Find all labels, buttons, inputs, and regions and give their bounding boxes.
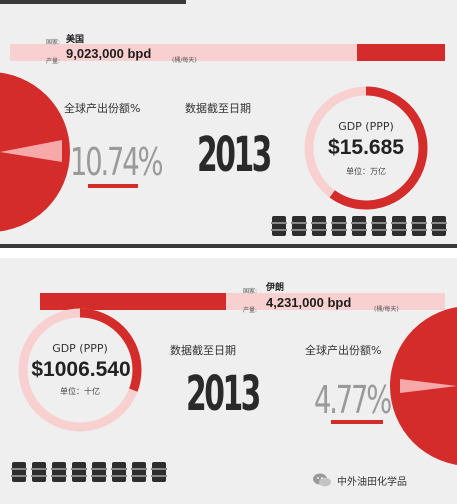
- barrel-icon: [351, 216, 367, 236]
- production-bar-fill: [40, 293, 226, 310]
- barrel-icon: [371, 216, 387, 236]
- barrel-icon: [111, 462, 127, 482]
- top-divider-bar: [0, 0, 186, 4]
- watermark-text: 中外油田化学品: [337, 477, 407, 488]
- iran-graphics: [18, 307, 457, 465]
- country-label: 国家:: [243, 288, 258, 295]
- production-label: 产量:: [46, 58, 61, 65]
- gdp-ring-fill: [304, 86, 428, 210]
- gdp-label: GDP (PPP): [52, 342, 108, 355]
- production-bar-track: [10, 44, 445, 61]
- gdp-unit: 单位：万亿: [346, 167, 386, 176]
- data-year: 2013: [197, 127, 272, 183]
- share-pie-slice: [400, 379, 457, 393]
- gdp-value: $15.685: [328, 136, 404, 159]
- gdp-ring-fill: [18, 308, 142, 432]
- share-title: 全球产出份额%: [305, 344, 382, 357]
- gdp-unit: 单位：十亿: [60, 387, 100, 396]
- gdp-label: GDP (PPP): [338, 120, 394, 133]
- share-value: 10.74%: [70, 140, 164, 184]
- date-title: 数据截至日期: [185, 102, 251, 115]
- share-value: 4.77%: [314, 378, 392, 422]
- barrel-icon: [51, 462, 67, 482]
- gdp-value: $1006.540: [31, 358, 131, 381]
- barrel-icon: [11, 462, 27, 482]
- share-title: 全球产出份额%: [64, 102, 141, 115]
- barrel-icon: [271, 216, 287, 236]
- production-value: 9,023,000 bpd: [66, 46, 152, 61]
- barrel-icon: [391, 216, 407, 236]
- share-pie-slice: [0, 140, 62, 162]
- production-label: 产量:: [243, 307, 258, 314]
- barrel-icon: [71, 462, 87, 482]
- country-panel-iran: 国家: 伊朗 产量: 4,231,000 bpd (桶/每天) GDP (PPP…: [0, 258, 457, 504]
- country-label: 国家:: [46, 39, 61, 46]
- barrel-icon: [431, 216, 447, 236]
- country-name: 伊朗: [266, 283, 285, 293]
- production-value: 4,231,000 bpd: [266, 295, 352, 310]
- production-unit: (桶/每天): [374, 306, 399, 313]
- production-unit: (桶/每天): [172, 57, 197, 64]
- share-underline: [331, 420, 383, 424]
- barrel-icon: [31, 462, 47, 482]
- barrel-icon: [311, 216, 327, 236]
- country-panel-us: 国家: 美国 产量: 9,023,000 bpd (桶/每天) 全球产出份额% …: [0, 0, 457, 248]
- production-bar-fill: [357, 44, 445, 61]
- barrel-icon: [331, 216, 347, 236]
- us-graphics: [0, 72, 428, 232]
- barrel-icon: [131, 462, 147, 482]
- country-name: 美国: [66, 35, 85, 45]
- bottom-divider-bar: [0, 244, 457, 248]
- share-underline: [88, 184, 138, 188]
- barrel-icon: [91, 462, 107, 482]
- data-year: 2013: [186, 366, 261, 422]
- wechat-icon: [313, 473, 331, 487]
- barrel-icon: [291, 216, 307, 236]
- barrel-icon: [151, 462, 167, 482]
- barrel-icon: [411, 216, 427, 236]
- date-title: 数据截至日期: [170, 344, 236, 357]
